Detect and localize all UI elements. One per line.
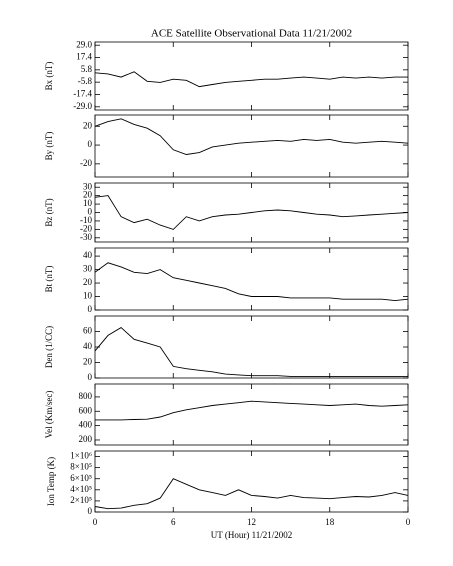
- data-line: [94, 327, 408, 377]
- y-tick-label: 6×10⁵: [70, 473, 92, 483]
- y-tick-label: -29.0: [73, 101, 92, 111]
- y-tick-label: 10: [83, 198, 93, 208]
- y-tick-label: 10: [83, 291, 93, 301]
- x-tick-label: 12: [247, 517, 256, 527]
- y-tick-label: 0: [88, 506, 93, 516]
- y-tick-label: -30: [80, 232, 92, 242]
- y-tick-label: -17.4: [73, 89, 92, 99]
- y-tick-label: 20: [83, 120, 93, 130]
- chart-title: ACE Satellite Observational Data 11/21/2…: [151, 28, 352, 40]
- data-line: [94, 195, 409, 230]
- y-tick-label: -5.8: [78, 76, 93, 86]
- y-tick-label: 2×10⁵: [70, 495, 92, 505]
- y-tick-label: 600: [79, 405, 93, 415]
- y-axis-label: By (nT): [44, 132, 54, 161]
- x-tick-label: 0: [406, 517, 411, 527]
- y-tick-label: 60: [83, 326, 93, 336]
- y-axis-label: Bx (nT): [44, 62, 54, 91]
- y-tick-label: 40: [83, 250, 93, 260]
- data-line: [94, 118, 409, 155]
- panel-frame: [94, 41, 409, 111]
- y-tick-label: 0: [88, 372, 93, 382]
- x-tick-label: 6: [171, 517, 176, 527]
- data-line: [95, 400, 409, 421]
- data-line: [94, 478, 409, 510]
- panel-frame: [94, 450, 409, 513]
- panel-frame: [94, 383, 409, 446]
- y-tick-label: 30: [83, 181, 93, 191]
- y-tick-label: 20: [83, 277, 93, 287]
- x-axis-label: UT (Hour) 11/21/2002: [211, 530, 293, 540]
- y-axis-label: Ion Temp (K): [46, 457, 56, 506]
- panel-frame: [94, 247, 409, 311]
- y-tick-label: 5.8: [81, 64, 93, 74]
- panel-frame: [94, 114, 409, 178]
- panel-frame: [94, 315, 409, 379]
- y-axis-label: Den (1/CC): [44, 326, 54, 368]
- y-tick-label: 800: [79, 391, 93, 401]
- y-tick-label: 200: [79, 434, 93, 444]
- y-tick-label: 400: [79, 420, 93, 430]
- data-line: [94, 71, 408, 88]
- y-tick-label: 20: [83, 190, 93, 200]
- y-tick-label: 4×10⁵: [70, 484, 92, 494]
- y-axis-label: Vel (Km/sec): [44, 391, 54, 439]
- y-tick-label: 20: [83, 357, 93, 367]
- y-tick-label: 1×10⁶: [70, 451, 92, 461]
- y-tick-label: 8×10⁵: [70, 462, 92, 472]
- data-line: [94, 262, 409, 302]
- y-tick-label: -20: [80, 158, 92, 168]
- x-tick-label: 18: [325, 517, 335, 527]
- x-tick-label: 0: [93, 517, 98, 527]
- y-tick-label: -20: [80, 223, 92, 233]
- y-axis-label: Bz (nT): [44, 198, 54, 226]
- y-tick-label: 29.0: [76, 39, 92, 49]
- y-tick-label: 17.4: [76, 52, 92, 62]
- y-axis-label: Bt (nT): [44, 266, 54, 293]
- y-tick-label: 0: [88, 139, 93, 149]
- y-tick-label: 0: [88, 304, 93, 314]
- y-tick-label: 30: [83, 264, 93, 274]
- y-tick-label: 40: [83, 341, 93, 351]
- y-tick-label: 0: [88, 207, 93, 217]
- y-tick-label: -10: [80, 215, 92, 225]
